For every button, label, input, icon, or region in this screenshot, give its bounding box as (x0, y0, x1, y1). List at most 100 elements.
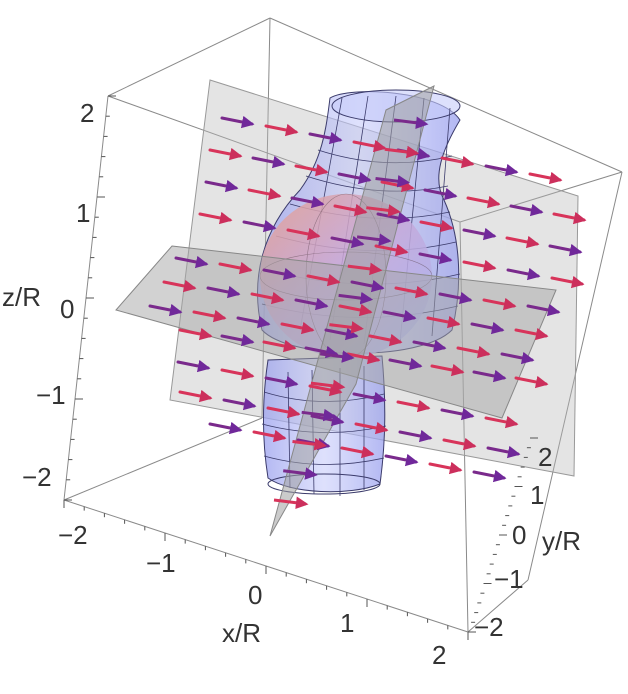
field-arrow (382, 309, 417, 323)
field-arrow (222, 397, 257, 411)
field-arrow (428, 461, 463, 475)
field-arrow (440, 407, 475, 421)
x-tick-label: 1 (340, 608, 354, 638)
x-axis: −2 −1 0 1 2 x/R (58, 520, 446, 670)
field-arrow (462, 259, 497, 273)
field-arrow (247, 187, 282, 201)
field-arrow (208, 421, 243, 435)
field-arrow (266, 405, 301, 419)
field-arrow (393, 116, 429, 130)
field-arrow (484, 415, 519, 429)
field-arrow (292, 438, 327, 451)
field-arrow (324, 327, 359, 341)
field-arrow (330, 235, 365, 249)
field-arrow (286, 227, 321, 241)
field-arrow (283, 467, 318, 480)
field-arrow (338, 303, 373, 317)
field-arrow (301, 408, 337, 422)
x-tick-label: −2 (58, 520, 88, 550)
field-arrow (174, 255, 209, 269)
x-tick-label: 0 (248, 580, 262, 610)
field-arrow (548, 243, 583, 257)
field-arrow (350, 279, 385, 293)
field-arrow (509, 203, 544, 217)
field-arrow (514, 327, 549, 341)
field-arrow (251, 155, 286, 169)
z-axis: 2 1 0 −1 −2 z/R (2, 98, 94, 492)
field-arrow (430, 363, 465, 377)
field-arrow (273, 496, 309, 510)
field-arrow (472, 369, 507, 383)
field-arrow (500, 351, 535, 365)
field-arrow (352, 139, 387, 153)
field-arrow (505, 235, 540, 249)
field-arrow (352, 391, 387, 405)
field-arrow (552, 211, 587, 225)
field-arrow (294, 297, 329, 311)
field-arrow (218, 261, 253, 275)
field-arrow (337, 171, 372, 185)
field-arrow (418, 251, 453, 265)
field-arrow (514, 375, 549, 389)
field-arrow (148, 303, 183, 317)
field-arrow (419, 219, 454, 233)
field-arrow (528, 171, 563, 185)
field-arrow (368, 333, 403, 347)
field-arrow (208, 147, 243, 161)
z-axis-title: z/R (2, 282, 41, 312)
field-arrow (384, 453, 419, 467)
y-tick-label: 1 (530, 480, 544, 510)
field-arrow (310, 379, 346, 393)
field-arrow (329, 321, 364, 334)
field-arrow (178, 389, 213, 403)
field-arrow (356, 233, 392, 246)
field-arrow (426, 315, 461, 329)
field-arrow (220, 115, 255, 129)
field-arrow (412, 339, 447, 353)
field-arrow (366, 204, 401, 217)
field-arrow (466, 195, 501, 209)
field-arrow (482, 297, 517, 311)
field-arrow (204, 179, 239, 193)
field-arrow (374, 243, 409, 257)
field-arrow (472, 469, 507, 483)
field-arrow (262, 267, 297, 281)
field-arrow (338, 291, 374, 305)
field-arrow (280, 321, 315, 335)
field-arrow (162, 279, 197, 293)
vector-field-arrows (148, 115, 587, 510)
field-arrow (176, 359, 211, 373)
field-arrow (486, 445, 521, 459)
field-arrow (242, 219, 277, 233)
field-arrow (506, 267, 541, 281)
field-arrow (250, 291, 285, 305)
x-tick-label: 2 (432, 640, 446, 670)
field-arrow (442, 437, 477, 451)
field-arrow (290, 195, 325, 209)
field-arrow (308, 131, 343, 145)
field-arrow (192, 309, 227, 323)
field-arrow (306, 273, 341, 287)
x-axis-title: x/R (222, 618, 261, 648)
field-arrow (319, 350, 355, 363)
field-arrow (456, 345, 491, 359)
field-arrow (396, 399, 431, 413)
z-tick-label: 1 (76, 198, 90, 228)
x-tick-label: −1 (146, 548, 176, 578)
field-arrow (394, 285, 429, 299)
y-axis: 2 1 0 −1 −2 y/R (474, 442, 581, 642)
field-arrow (347, 262, 383, 276)
field-arrow (438, 291, 473, 305)
axis-tick-marks (63, 95, 538, 640)
field-arrow (388, 357, 423, 371)
field-arrow (398, 429, 433, 443)
field-arrow (178, 327, 213, 341)
z-tick-label: 0 (60, 294, 74, 324)
field-arrow (440, 155, 475, 169)
field-arrow (375, 174, 411, 188)
field-arrow (340, 445, 375, 459)
z-tick-label: −2 (22, 462, 52, 492)
y-tick-label: 0 (512, 520, 526, 550)
field-arrow (423, 187, 458, 201)
